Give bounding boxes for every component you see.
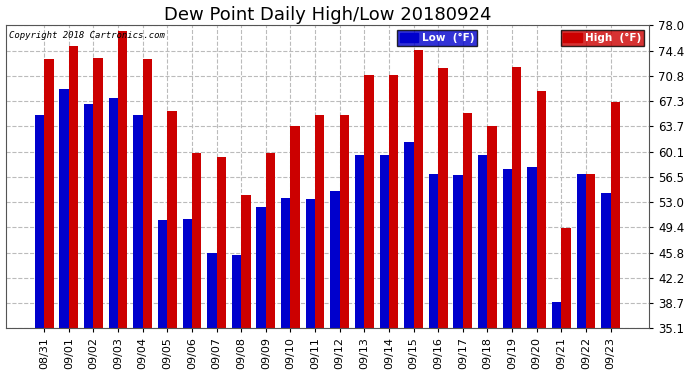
Bar	[281, 198, 290, 328]
Bar	[59, 89, 69, 328]
Bar	[601, 193, 611, 328]
Bar	[339, 115, 349, 328]
Bar	[306, 199, 315, 328]
Bar	[428, 174, 438, 328]
Bar	[527, 167, 537, 328]
Bar	[84, 104, 93, 328]
Bar	[183, 219, 192, 328]
Bar	[611, 102, 620, 328]
Bar	[109, 98, 118, 328]
Bar	[315, 115, 324, 328]
Text: Copyright 2018 Cartronics.com: Copyright 2018 Cartronics.com	[9, 31, 165, 40]
Bar	[217, 156, 226, 328]
Bar	[207, 254, 217, 328]
Bar	[34, 115, 44, 328]
Bar	[503, 169, 512, 328]
Bar	[453, 175, 463, 328]
Bar	[380, 155, 389, 328]
Title: Dew Point Daily High/Low 20180924: Dew Point Daily High/Low 20180924	[164, 6, 491, 24]
Bar	[561, 228, 571, 328]
Bar	[241, 195, 250, 328]
Bar	[552, 302, 561, 328]
Bar	[192, 153, 201, 328]
Bar	[389, 75, 398, 328]
Bar	[512, 67, 522, 328]
Bar	[93, 58, 103, 328]
Bar	[438, 68, 448, 328]
Bar	[586, 174, 595, 328]
Bar	[44, 59, 54, 328]
Bar	[143, 59, 152, 328]
Bar	[167, 111, 177, 328]
Bar	[257, 207, 266, 328]
Bar	[404, 142, 413, 328]
Bar	[364, 75, 374, 328]
Bar	[290, 126, 299, 328]
Bar	[133, 115, 143, 328]
Bar	[118, 31, 128, 328]
Bar	[158, 220, 167, 328]
Bar	[537, 91, 546, 328]
Bar	[487, 126, 497, 328]
Bar	[577, 174, 586, 328]
Bar	[413, 50, 423, 328]
Legend: High  (°F): High (°F)	[560, 30, 644, 46]
Bar	[69, 46, 78, 328]
Bar	[232, 255, 241, 328]
Bar	[478, 155, 487, 328]
Bar	[355, 155, 364, 328]
Bar	[331, 191, 339, 328]
Bar	[266, 153, 275, 328]
Bar	[463, 114, 472, 328]
